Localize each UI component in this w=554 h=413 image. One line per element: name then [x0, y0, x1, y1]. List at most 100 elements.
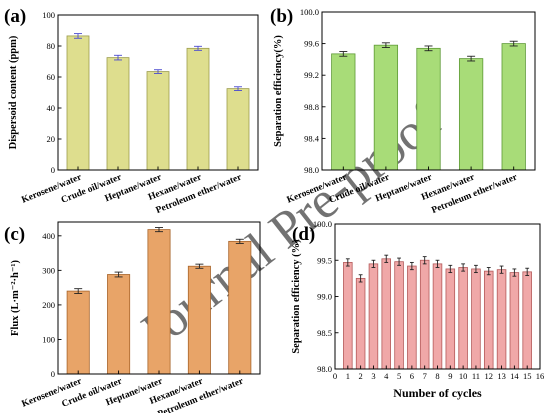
y-axis-label-b: Separation efficiency(%): [273, 35, 284, 147]
y-tick-label-a-0: 0: [51, 165, 55, 175]
panel-label-c: (c): [4, 224, 25, 245]
error-bar-d-9: [461, 263, 466, 272]
error-bar-d-8: [448, 264, 453, 274]
y-tick-label-b-0: 98.0: [304, 165, 319, 175]
y-axis-label-a: Dispersoid content (ppm): [8, 35, 19, 149]
error-bar-c-0: [74, 288, 83, 294]
error-bar-d-3: [384, 254, 389, 263]
error-bar-d-12: [499, 265, 504, 274]
y-tick-label-b-1: 98.4: [304, 133, 320, 143]
panel-label-a: (a): [4, 6, 26, 27]
error-bar-d-6: [422, 256, 427, 265]
error-bar-b-1: [381, 42, 390, 48]
error-bar-c-2: [155, 227, 163, 233]
x-tick-label-d-1: 1: [346, 371, 350, 381]
bar-b-0: [331, 53, 356, 171]
bar-d-9: [458, 267, 468, 370]
bar-d-7: [432, 263, 443, 370]
bar-a-2: [146, 71, 170, 171]
error-bar-d-10: [474, 264, 478, 274]
error-bar-d-5: [409, 261, 414, 271]
x-tick-label-d-15: 15: [523, 371, 532, 381]
y-tick-label-a-5: 100: [42, 10, 55, 20]
error-bar-b-3: [467, 55, 476, 62]
error-bar-c-4: [235, 238, 244, 244]
bar-d-6: [419, 259, 430, 370]
bar-d-14: [522, 271, 532, 370]
bar-b-4: [501, 43, 526, 171]
error-bar-a-4: [234, 86, 242, 91]
bar-a-0: [66, 35, 90, 171]
error-bar-b-2: [424, 45, 433, 52]
y-tick-label-b-3: 99.2: [304, 70, 319, 80]
bar-d-8: [445, 268, 456, 370]
bar-a-4: [226, 88, 250, 171]
y-tick-label-c-3: 300: [42, 265, 55, 275]
y-tick-label-a-3: 60: [47, 72, 56, 82]
error-bar-a-1: [114, 54, 122, 61]
bar-d-10: [471, 268, 481, 370]
bar-d-12: [496, 269, 507, 370]
bar-d-3: [381, 258, 392, 370]
bar-d-1: [355, 277, 366, 370]
y-axis-label-d: Separation efficiency (%): [291, 239, 302, 354]
panel-label-b: (b): [270, 6, 293, 27]
x-tick-label-d-7: 7: [423, 371, 427, 381]
bar-c-0: [66, 290, 90, 375]
y-axis-label-c: Flux (L·m⁻²·h⁻¹): [10, 259, 21, 336]
y-tick-label-c-0: 0: [51, 369, 55, 379]
x-tick-label-d-2: 2: [359, 371, 363, 381]
x-tick-label-d-5: 5: [397, 371, 401, 381]
error-bar-a-3: [194, 45, 202, 51]
y-tick-label-b-4: 99.6: [304, 39, 319, 49]
y-tick-label-c-4: 400: [42, 231, 55, 241]
y-tick-label-c-2: 200: [42, 300, 55, 310]
bar-d-13: [509, 272, 520, 370]
bar-c-4: [228, 240, 252, 375]
x-tick-label-d-16: 16: [536, 371, 545, 381]
x-tick-label-d-3: 3: [371, 371, 375, 381]
x-tick-label-d-10: 10: [459, 371, 468, 381]
bar-a-3: [186, 47, 210, 171]
error-bar-d-7: [435, 259, 440, 268]
bar-a-1: [106, 57, 130, 171]
error-bar-b-4: [509, 40, 518, 47]
bar-d-5: [407, 265, 417, 370]
x-tick-label-d-6: 6: [410, 371, 414, 381]
bar-b-3: [458, 58, 484, 171]
bar-d-2: [368, 263, 379, 370]
x-tick-label-d-12: 12: [485, 371, 494, 381]
y-tick-label-d-3: 99.5: [317, 255, 332, 265]
bar-c-2: [147, 229, 171, 375]
panel-label-d: (d): [292, 224, 315, 245]
error-bar-d-0: [345, 258, 350, 267]
bar-c-3: [187, 265, 211, 375]
y-tick-label-a-4: 80: [47, 41, 56, 51]
error-bar-a-0: [74, 33, 82, 39]
y-tick-label-d-2: 99.0: [317, 292, 332, 302]
y-tick-label-b-2: 98.8: [304, 102, 319, 112]
y-tick-label-c-1: 100: [42, 334, 55, 344]
x-tick-label-d-4: 4: [384, 371, 389, 381]
x-tick-label-d-0: 0: [333, 371, 337, 381]
y-tick-label-a-2: 40: [47, 103, 56, 113]
bar-c-1: [107, 274, 131, 375]
error-bar-a-2: [154, 69, 162, 74]
error-bar-d-13: [512, 268, 517, 277]
error-bar-c-1: [114, 271, 123, 278]
y-tick-label-b-5: 100.0: [300, 7, 319, 17]
error-bar-c-3: [195, 263, 204, 269]
bar-d-0: [343, 262, 353, 370]
error-bar-d-4: [397, 257, 401, 266]
y-tick-label-d-1: 98.5: [317, 328, 332, 338]
error-bar-d-1: [358, 274, 363, 283]
bar-d-4: [394, 261, 404, 370]
x-axis-label-d: Number of cycles: [393, 386, 482, 400]
x-tick-label-d-8: 8: [435, 371, 439, 381]
error-bar-b-0: [339, 51, 348, 57]
x-tick-label-d-9: 9: [448, 371, 452, 381]
y-tick-label-d-4: 100.0: [313, 219, 332, 229]
